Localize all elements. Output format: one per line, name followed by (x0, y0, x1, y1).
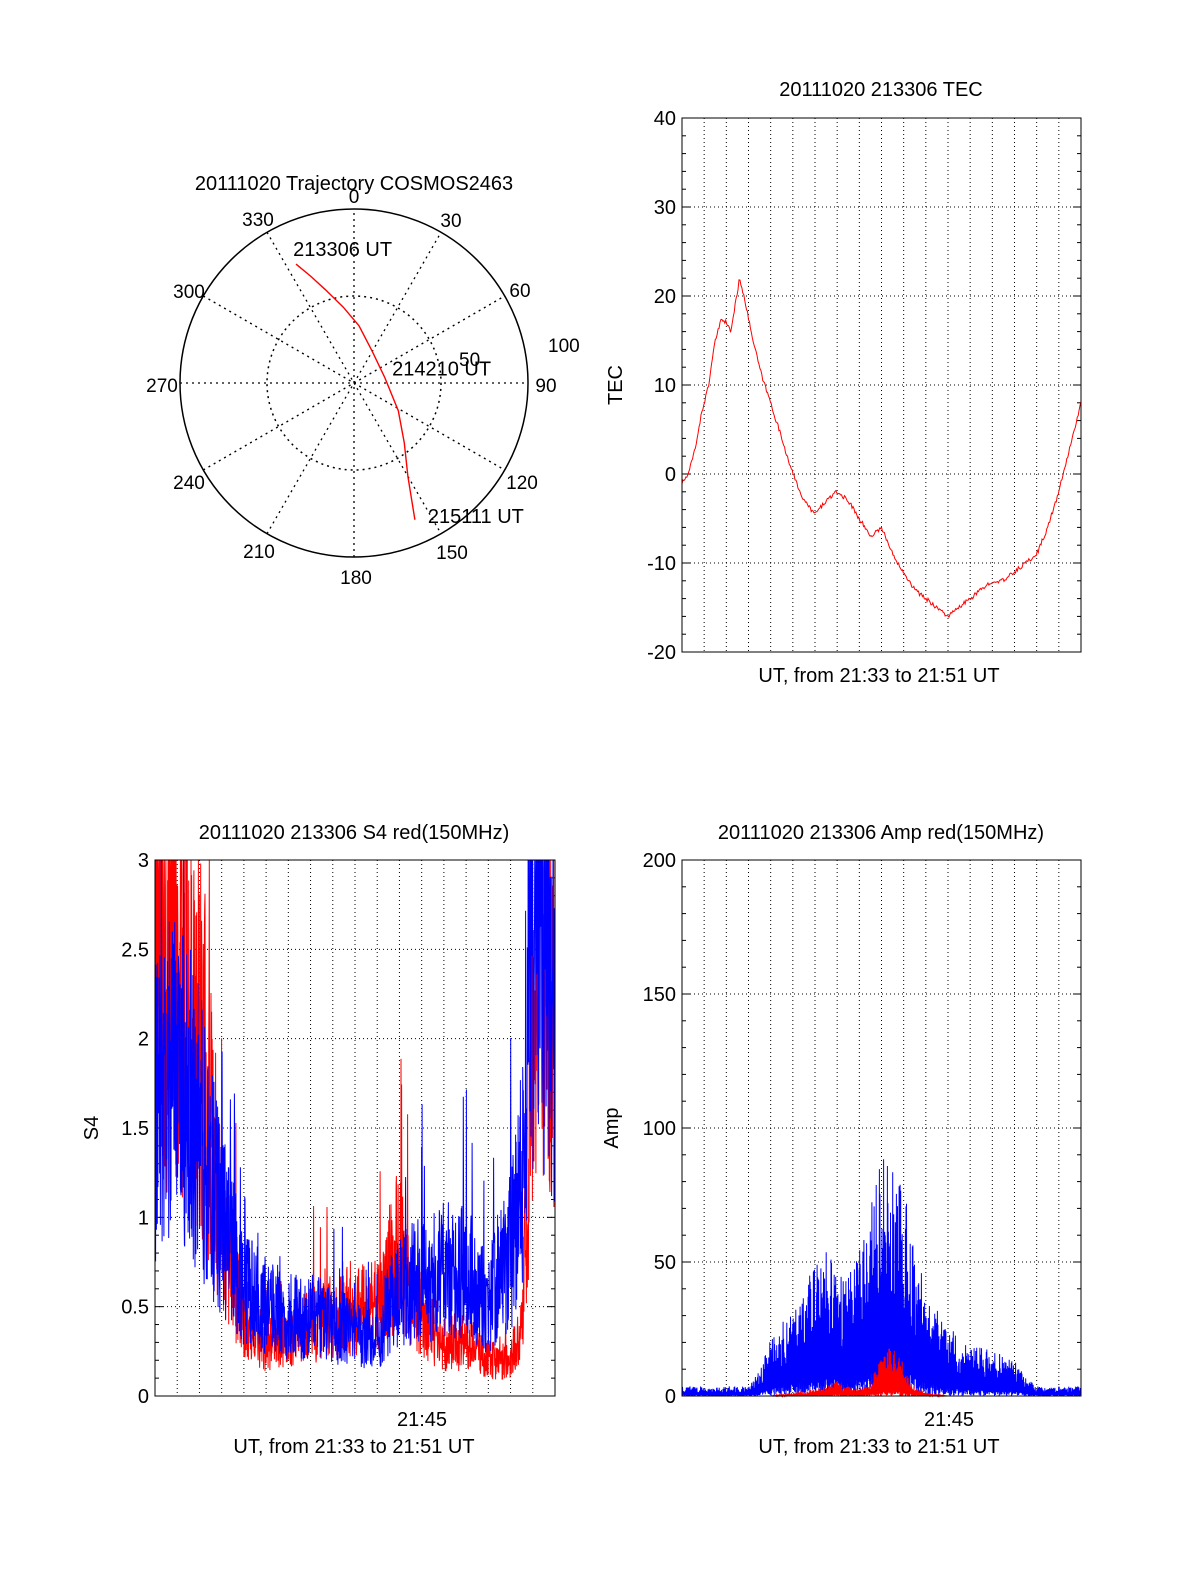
polar-panel: 20111020 Trajectory COSMOS2463 0 30 60 90 12… (146, 173, 580, 589)
tec-title: 20111020 213306 TEC (779, 79, 983, 101)
polar-angle-labels: 0 30 60 90 120 150 180 210 240 270 300 330 (146, 187, 556, 589)
s4-title: 20111020 213306 S4 red(150MHz) (199, 822, 510, 844)
y-tick-label: 10 (654, 375, 676, 397)
tec-plot-frame (681, 117, 1082, 653)
y-tick-label: 3 (138, 850, 149, 872)
polar-grid (180, 209, 528, 557)
y-tick-label: 2.5 (121, 939, 149, 961)
polar-angle-label: 30 (440, 211, 461, 232)
polar-angle-label: 0 (349, 187, 360, 208)
polar-angle-label: 150 (436, 543, 468, 564)
amp-title: 20111020 213306 Amp red(150MHz) (718, 822, 1044, 844)
y-tick-label: 0 (665, 464, 676, 486)
tec-y-ticks: -20 -10 0 10 20 30 40 (647, 108, 676, 664)
tec-series (681, 279, 1082, 619)
polar-annotations: 213306 UT 214210 UT 215111 UT (293, 239, 524, 528)
amp-ylabel: Amp (601, 1107, 623, 1148)
y-tick-label: 0 (138, 1386, 149, 1408)
y-tick-label: 20 (654, 286, 676, 308)
y-tick-label: 2 (138, 1029, 149, 1051)
y-tick-label: 1 (138, 1207, 149, 1229)
series-line (681, 279, 1082, 619)
polar-radius-label-50: 50 (459, 350, 480, 371)
amp-grid (682, 859, 1081, 1397)
s4-xlabel: UT, from 21:33 to 21:51 UT (233, 1436, 474, 1458)
amp-plot-frame (681, 859, 1082, 1397)
y-tick-label: 0 (665, 1386, 676, 1408)
polar-angle-label: 330 (242, 210, 274, 231)
y-tick-label: 40 (654, 108, 676, 130)
series-line (154, 859, 556, 1369)
y-tick-label: 1.5 (121, 1118, 149, 1140)
polar-angle-label: 180 (340, 568, 372, 589)
amp-y-ticks: 0 50 100 150 200 (643, 850, 676, 1408)
s4-series (154, 859, 556, 1380)
y-tick-label: 200 (643, 850, 676, 872)
s4-plot-frame (154, 859, 556, 1397)
polar-angle-label: 90 (535, 376, 556, 397)
polar-outer-ring (179, 208, 529, 558)
polar-series (295, 263, 416, 520)
amp-xlabel: UT, from 21:33 to 21:51 UT (758, 1436, 999, 1458)
polar-radius-label-100: 100 (548, 336, 580, 357)
amp-series (681, 1159, 1082, 1398)
polar-ring-50 (266, 295, 442, 471)
polar-angle-label: 240 (173, 473, 205, 494)
s4-ylabel: S4 (81, 1116, 103, 1140)
polar-spoke (266, 231, 442, 535)
y-tick-label: 0.5 (121, 1297, 149, 1319)
polar-annotation: 214210 UT (392, 359, 491, 381)
polar-trajectory-line (295, 263, 416, 520)
polar-angle-label: 120 (506, 473, 538, 494)
series-line (681, 1159, 1082, 1397)
polar-annotation: 213306 UT (293, 239, 392, 261)
tec-xlabel: UT, from 21:33 to 21:51 UT (758, 665, 999, 687)
polar-angle-label: 210 (243, 542, 275, 563)
polar-angle-label: 270 (146, 376, 178, 397)
y-tick-label: 150 (643, 984, 676, 1006)
y-tick-label: -10 (647, 553, 676, 575)
s4-y-ticks: 0 0.5 1 1.5 2 2.5 3 (121, 850, 149, 1408)
s4-panel: 20111020 213306 S4 red(150MHz) 0 0.5 1 1.5 2… (81, 822, 556, 1458)
polar-annotation: 215111 UT (428, 506, 524, 528)
polar-angle-label: 300 (173, 282, 205, 303)
polar-title: 20111020 Trajectory COSMOS2463 (195, 173, 513, 195)
polar-angle-label: 60 (509, 281, 530, 302)
amp-xtick-label: 21:45 (924, 1409, 974, 1431)
y-tick-label: 100 (643, 1118, 676, 1140)
tec-grid (682, 117, 1081, 653)
s4-xtick-label: 21:45 (397, 1409, 447, 1431)
y-tick-label: -20 (647, 642, 676, 664)
tec-ylabel: TEC (605, 365, 627, 405)
y-tick-label: 30 (654, 197, 676, 219)
y-tick-label: 50 (654, 1252, 676, 1274)
amp-panel: 20111020 213306 Amp red(150MHz) 0 50 100 15… (601, 822, 1082, 1458)
